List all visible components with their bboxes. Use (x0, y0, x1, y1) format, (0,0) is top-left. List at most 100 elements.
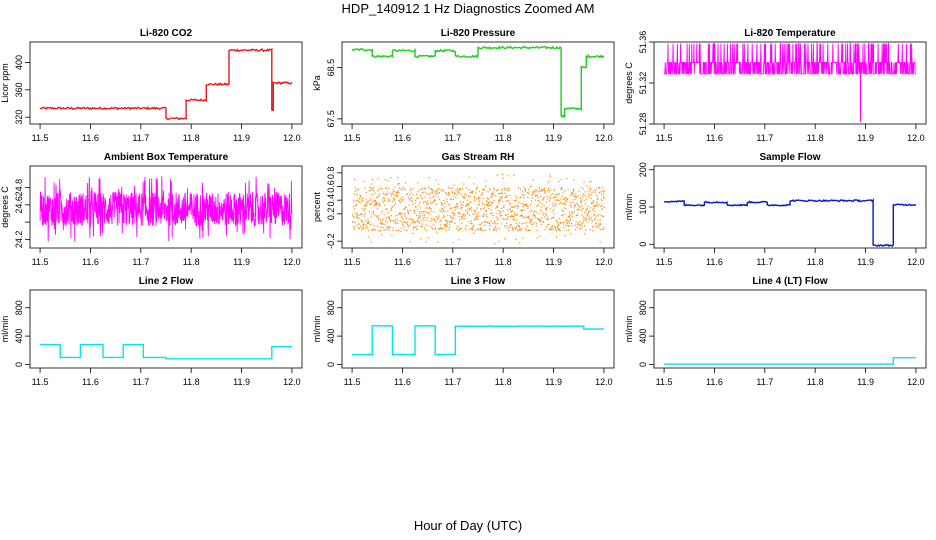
series-point (395, 221, 397, 223)
series-point (454, 192, 456, 194)
series-point (529, 219, 531, 221)
series-point (403, 208, 406, 210)
series-point (468, 189, 470, 191)
series-point (456, 188, 458, 190)
series-point (463, 197, 465, 199)
series-point (476, 228, 478, 230)
series-point (472, 190, 474, 193)
series-point (415, 193, 418, 195)
series-point (354, 212, 356, 214)
panel-title: Sample Flow (759, 152, 820, 163)
series-point (596, 195, 598, 197)
series-point (528, 215, 530, 217)
series-point (482, 208, 485, 210)
series-point (568, 215, 570, 217)
series-point (490, 220, 492, 222)
series-point (494, 222, 496, 224)
y-axis-label: ml/min (312, 316, 322, 343)
series-point (525, 204, 527, 206)
series-point (411, 218, 413, 221)
series-point (508, 200, 510, 202)
series-point (426, 207, 428, 209)
series-point (399, 187, 401, 189)
series-point (499, 200, 501, 202)
series-point (452, 242, 454, 244)
series-point (569, 202, 571, 204)
series-point (443, 216, 445, 218)
series-point (557, 228, 559, 230)
y-tick-label: 400 (638, 329, 648, 344)
series-point (388, 217, 390, 219)
series-point (421, 188, 424, 190)
series-point (537, 191, 539, 193)
series-point (425, 241, 427, 243)
series-point (566, 219, 568, 221)
x-tick-label: 11.7 (756, 377, 773, 387)
series-point (440, 219, 442, 221)
series-point (359, 198, 361, 200)
series-point (587, 191, 589, 193)
series-line (663, 198, 917, 248)
series-point (515, 238, 517, 241)
chart-panel: Li-820 Temperature 11.5 11.6 11.7 11.8 11.9 12… (624, 28, 927, 143)
series-point (501, 193, 504, 195)
series-point (562, 192, 564, 194)
series-point (503, 218, 505, 220)
series-point (452, 217, 454, 219)
series-point (535, 189, 537, 191)
series-point (381, 210, 384, 212)
series-point (576, 202, 578, 204)
series-point (513, 174, 515, 176)
series-point (432, 202, 434, 204)
x-tick-label: 11.6 (706, 133, 723, 143)
series-point (400, 214, 402, 216)
series-point (467, 221, 470, 223)
x-tick-label: 11.7 (132, 133, 149, 143)
series-point (565, 208, 567, 210)
series-point (419, 215, 421, 217)
series-point (598, 227, 600, 229)
series-point (588, 196, 590, 198)
series-point (567, 216, 569, 218)
series-point (419, 201, 421, 204)
series-point (571, 192, 573, 194)
series-point (536, 194, 538, 196)
series-point (545, 207, 547, 209)
series-point (499, 196, 502, 198)
series-point (525, 190, 527, 192)
series-point (357, 217, 359, 219)
series-point (551, 226, 553, 228)
y-tick-label: 200 (638, 162, 648, 177)
series-point (551, 225, 554, 227)
series-point (580, 187, 582, 189)
series-point (492, 191, 495, 193)
series-point (387, 191, 389, 193)
series-point (516, 229, 519, 231)
series-point (528, 191, 530, 193)
series-point (491, 212, 493, 214)
series-point (473, 197, 475, 199)
series-point (408, 218, 410, 220)
series-point (470, 209, 472, 211)
series-point (392, 219, 394, 222)
series-point (566, 177, 568, 179)
series-point (462, 213, 464, 216)
series-point (481, 194, 483, 196)
series-point (507, 218, 509, 220)
series-point (380, 234, 383, 236)
series-point (455, 189, 457, 191)
series-point (597, 205, 599, 207)
series-point (505, 196, 507, 198)
series-point (450, 217, 452, 219)
series-point (445, 224, 447, 226)
x-tick-label: 11.5 (32, 133, 49, 143)
series-point (401, 216, 403, 218)
series-point (360, 220, 363, 222)
series-point (409, 209, 411, 211)
series-point (582, 194, 584, 196)
series-point (423, 219, 425, 221)
series-point (578, 222, 580, 224)
series-point (552, 229, 554, 231)
series-point (504, 238, 506, 240)
series-point (439, 220, 441, 223)
